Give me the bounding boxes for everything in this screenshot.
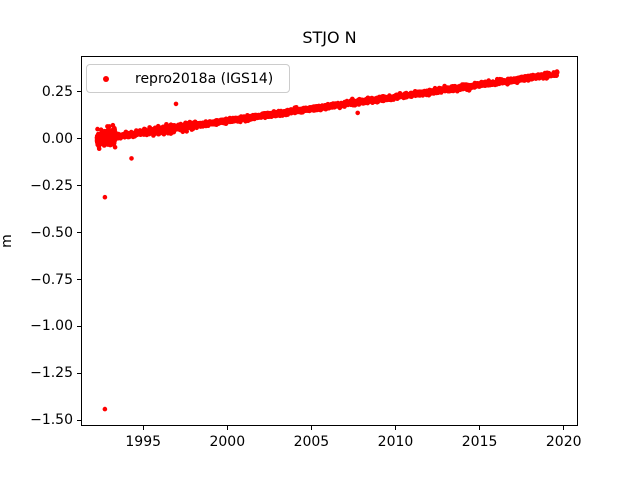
x-tick-mark xyxy=(226,426,228,430)
data-point xyxy=(184,129,189,134)
data-point xyxy=(96,146,102,151)
data-point xyxy=(98,127,104,132)
y-tick-label: −0.50 xyxy=(30,224,73,241)
y-tick-mark xyxy=(77,419,81,421)
data-point xyxy=(173,101,179,107)
x-tick-mark xyxy=(395,426,396,430)
data-point xyxy=(100,140,105,146)
data-point xyxy=(112,127,117,133)
y-tick-label: 0.00 xyxy=(41,130,73,147)
y-tick-label: −1.25 xyxy=(30,365,73,382)
y-tick-label: 0.25 xyxy=(41,83,73,100)
x-tick-mark xyxy=(142,426,144,430)
x-tick-label: 2000 xyxy=(209,434,246,450)
x-tick-mark xyxy=(479,426,481,430)
legend: repro2018a (IGS14) xyxy=(86,64,290,93)
y-tick-mark xyxy=(77,372,81,374)
y-tick-label: −0.25 xyxy=(30,177,73,194)
data-point xyxy=(112,144,118,150)
data-point xyxy=(555,70,560,75)
legend-dot-icon xyxy=(103,76,109,82)
data-point xyxy=(105,124,110,129)
x-tick-mark xyxy=(310,426,312,430)
legend-label: repro2018a (IGS14) xyxy=(135,71,274,87)
data-point xyxy=(355,110,361,116)
y-tick-label: −1.50 xyxy=(30,412,73,429)
x-tick-label: 2010 xyxy=(377,434,414,450)
x-tick-label: 1995 xyxy=(125,434,162,450)
y-axis-label: m xyxy=(0,234,15,248)
chart-title: STJO N xyxy=(302,28,357,47)
data-point xyxy=(111,131,116,137)
scatter-points-canvas xyxy=(94,69,560,412)
data-point xyxy=(102,406,108,412)
y-tick-mark xyxy=(77,185,81,187)
y-tick-mark xyxy=(77,91,81,93)
data-point xyxy=(95,126,100,132)
data-point xyxy=(100,135,106,140)
y-tick-label: −0.75 xyxy=(30,271,73,288)
y-tick-mark xyxy=(77,138,81,140)
x-tick-mark xyxy=(563,426,565,430)
data-point xyxy=(129,156,134,161)
data-point xyxy=(111,135,116,140)
x-tick-label: 2015 xyxy=(461,434,498,450)
plot-area xyxy=(81,56,578,426)
x-tick-label: 2020 xyxy=(545,434,582,450)
y-tick-label: −1.00 xyxy=(30,318,73,335)
x-tick-label: 2005 xyxy=(293,434,330,450)
data-point xyxy=(96,131,101,137)
y-tick-mark xyxy=(77,325,81,327)
y-tick-mark xyxy=(77,279,81,280)
y-tick-mark xyxy=(77,232,81,234)
data-point xyxy=(106,140,112,146)
data-point xyxy=(102,194,108,200)
